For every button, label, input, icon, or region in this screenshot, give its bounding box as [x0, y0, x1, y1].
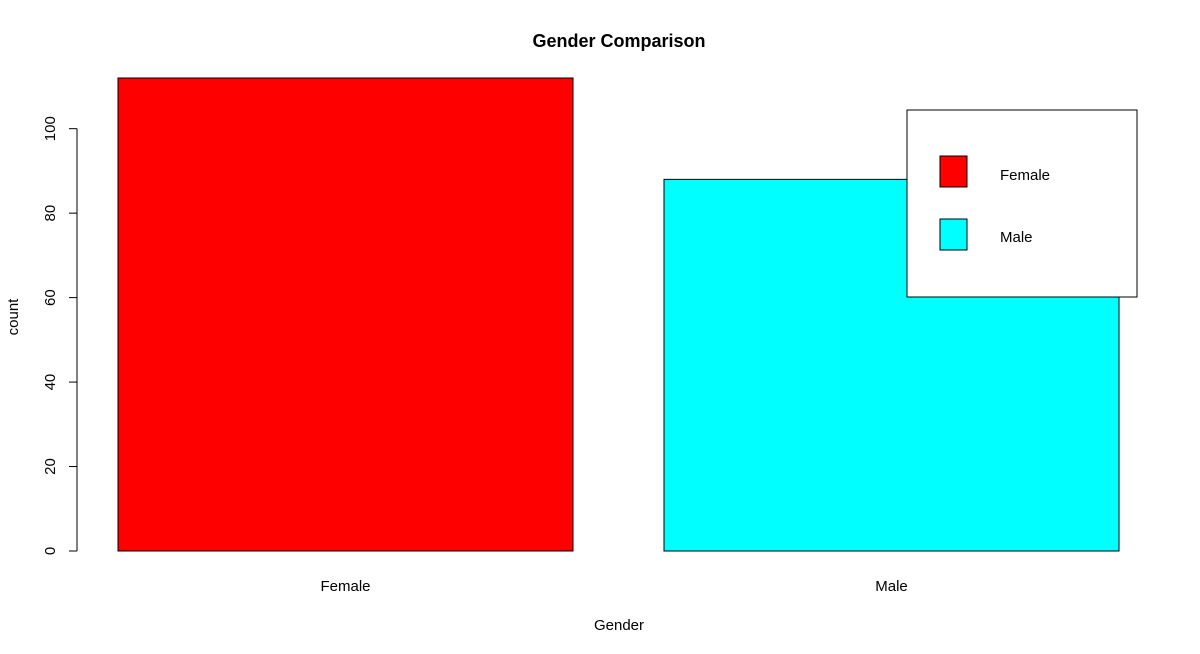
x-axis-label: Gender	[594, 617, 644, 634]
x-tick-label-male: Male	[875, 578, 908, 595]
legend-label-female: Female	[1000, 167, 1050, 184]
y-tick-label: 80	[42, 205, 59, 222]
chart-title: Gender Comparison	[532, 31, 705, 51]
y-tick-label: 100	[42, 116, 59, 141]
y-tick-label: 60	[42, 289, 59, 306]
y-tick-label: 0	[42, 547, 59, 555]
legend-label-male: Male	[1000, 229, 1033, 246]
category-labels: Female Male	[320, 578, 907, 595]
legend-box	[906, 109, 1138, 298]
x-tick-label-female: Female	[320, 578, 370, 595]
y-axis-label: count	[5, 298, 22, 336]
y-tick-label: 20	[42, 458, 59, 475]
legend-swatch-male	[939, 218, 968, 251]
legend: Female Male	[906, 109, 1138, 298]
bar-female	[117, 77, 574, 552]
y-tick-label: 40	[42, 374, 59, 391]
y-axis: 0 20 40 60 80 100	[42, 116, 78, 555]
legend-swatch-female	[939, 155, 968, 188]
